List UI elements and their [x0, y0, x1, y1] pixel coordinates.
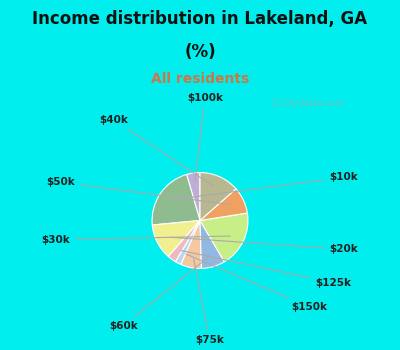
Text: $150k: $150k	[186, 254, 327, 312]
Text: (%): (%)	[184, 43, 216, 61]
Text: $10k: $10k	[173, 172, 358, 199]
Wedge shape	[200, 213, 248, 262]
Wedge shape	[181, 220, 202, 268]
Wedge shape	[152, 174, 200, 225]
Wedge shape	[200, 173, 236, 220]
Text: $60k: $60k	[109, 257, 208, 331]
Text: $30k: $30k	[42, 235, 230, 245]
Text: ⓘ City-Data.com: ⓘ City-Data.com	[272, 99, 344, 108]
Wedge shape	[200, 189, 247, 220]
Text: Income distribution in Lakeland, GA: Income distribution in Lakeland, GA	[32, 10, 368, 28]
Text: $75k: $75k	[194, 259, 224, 345]
Text: All residents: All residents	[151, 72, 249, 86]
Wedge shape	[152, 220, 200, 257]
Text: $125k: $125k	[181, 251, 351, 288]
Wedge shape	[187, 173, 200, 220]
Text: $100k: $100k	[187, 93, 223, 182]
Wedge shape	[200, 220, 224, 268]
Wedge shape	[176, 220, 200, 265]
Text: $40k: $40k	[99, 115, 213, 186]
Text: $50k: $50k	[46, 177, 230, 205]
Text: $20k: $20k	[170, 237, 358, 254]
Wedge shape	[168, 220, 200, 262]
